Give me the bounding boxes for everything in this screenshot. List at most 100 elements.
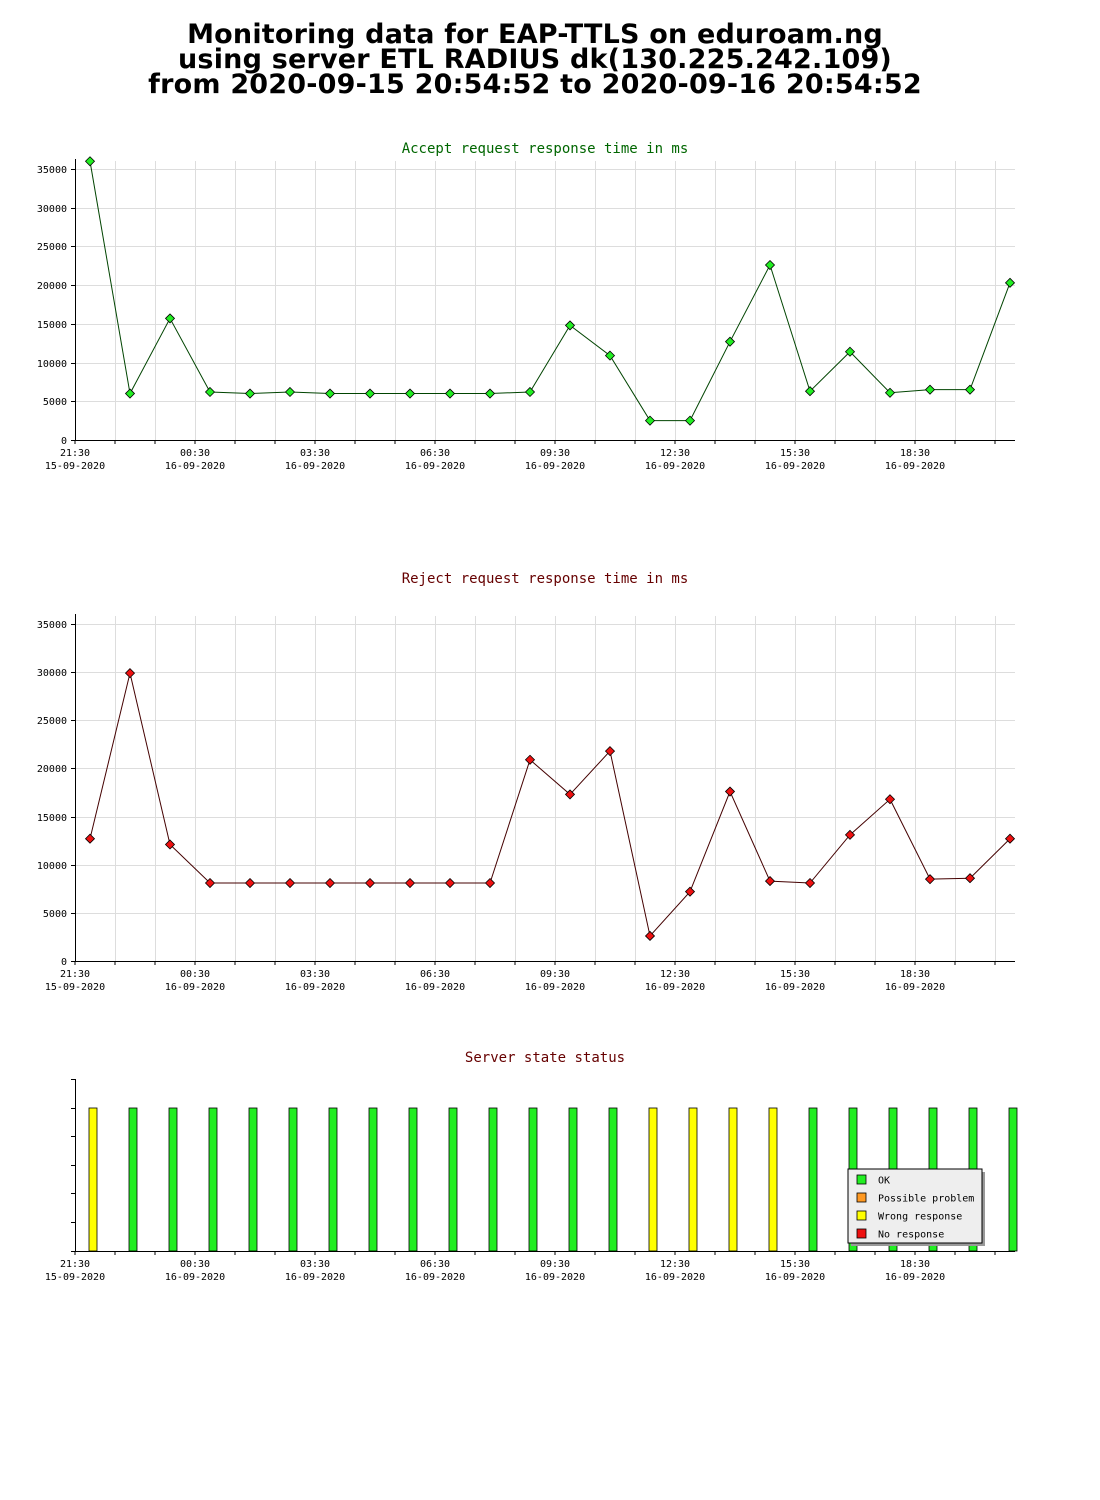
status-bar [488, 1107, 498, 1252]
legend-label: Possible problem [878, 1194, 974, 1205]
status-bar [128, 1107, 138, 1252]
reject-data-point [204, 877, 216, 889]
status-bar [88, 1107, 98, 1252]
status-bar [728, 1107, 738, 1252]
x-tick-date-label: 16-09-2020 [405, 1272, 465, 1283]
x-tick-date-label: 16-09-2020 [765, 982, 825, 993]
y-tick-label: 0 [61, 436, 67, 447]
y-tick-label: 25000 [37, 242, 67, 253]
x-tick-time-label: 00:30 [180, 448, 210, 459]
x-tick-time-label: 09:30 [540, 448, 570, 459]
legend-swatch [856, 1174, 867, 1185]
status-bar [168, 1107, 178, 1252]
x-tick-date-label: 16-09-2020 [405, 982, 465, 993]
y-tick-label: 5000 [43, 397, 67, 408]
x-tick-time-label: 21:30 [60, 1259, 90, 1270]
accept-data-point [364, 388, 376, 399]
y-tick-label: 30000 [37, 204, 67, 215]
reject-data-point [444, 877, 456, 889]
x-tick-time-label: 00:30 [180, 1259, 210, 1270]
legend-label: Wrong response [878, 1212, 962, 1223]
reject-data-point [764, 876, 776, 887]
accept-data-point [404, 388, 416, 399]
reject-data-point [884, 794, 896, 805]
accept-data-point [284, 386, 296, 398]
x-tick-date-label: 16-09-2020 [525, 461, 585, 472]
reject-data-point [364, 877, 376, 889]
reject-data-point [804, 877, 816, 889]
accept-data-point [164, 313, 176, 324]
reject-data-point [564, 789, 576, 800]
x-tick-time-label: 12:30 [660, 969, 690, 980]
accept-data-point [484, 388, 496, 399]
accept-data-point [724, 336, 736, 347]
status-bar [528, 1107, 538, 1252]
legend-swatch [856, 1228, 867, 1239]
reject-data-point [164, 839, 176, 850]
accept-data-point [124, 388, 136, 399]
y-tick-label: 5000 [43, 909, 67, 920]
x-tick-date-label: 16-09-2020 [885, 1272, 945, 1283]
reject-data-point [964, 873, 976, 884]
accept-data-point [1004, 277, 1016, 288]
reject-data-point [244, 877, 256, 889]
x-tick-time-label: 09:30 [540, 1259, 570, 1270]
x-tick-date-label: 16-09-2020 [645, 982, 705, 993]
y-tick-label: 20000 [37, 281, 67, 292]
reject-data-point [724, 786, 736, 797]
accept-data-point [524, 386, 536, 398]
accept-data-point [84, 156, 96, 167]
x-tick-time-label: 06:30 [420, 969, 450, 980]
y-tick-label: 0 [61, 957, 67, 968]
x-tick-date-label: 16-09-2020 [165, 982, 225, 993]
reject-response-chart: 0 5000 10000 15000 20000 25000 30000 35000 21:30… [37, 614, 1016, 993]
legend-swatch [856, 1210, 867, 1221]
reject-series-line [89, 672, 1011, 938]
x-tick-date-label: 15-09-2020 [45, 1272, 105, 1283]
status-bar [608, 1107, 618, 1252]
x-tick-time-label: 06:30 [420, 1259, 450, 1270]
x-tick-time-label: 12:30 [660, 1259, 690, 1270]
x-tick-time-label: 03:30 [300, 969, 330, 980]
reject-data-point [124, 668, 136, 679]
reject-data-point [284, 877, 296, 889]
legend-swatch [856, 1192, 867, 1203]
accept-data-point [884, 387, 896, 398]
x-tick-date-label: 16-09-2020 [525, 1272, 585, 1283]
accept-data-point [244, 388, 256, 399]
x-tick-time-label: 18:30 [900, 1259, 930, 1270]
x-tick-date-label: 16-09-2020 [885, 982, 945, 993]
x-tick-date-label: 16-09-2020 [405, 461, 465, 472]
accept-data-point [964, 384, 976, 395]
reject-data-point [604, 746, 616, 757]
y-tick-label: 25000 [37, 716, 67, 727]
x-tick-time-label: 15:30 [780, 969, 810, 980]
x-tick-time-label: 00:30 [180, 969, 210, 980]
status-bar [408, 1107, 418, 1252]
status-bar [288, 1107, 298, 1252]
status-bar [808, 1107, 818, 1252]
y-tick-label: 10000 [37, 861, 67, 872]
x-tick-date-label: 16-09-2020 [285, 982, 345, 993]
title-line-2: using server ETL RADIUS dk(130.225.242.1… [178, 44, 892, 75]
y-tick-label: 35000 [37, 620, 67, 631]
legend-label: No response [878, 1230, 944, 1241]
reject-data-point [844, 829, 856, 840]
title-line-3: from 2020-09-15 20:54:52 to 2020-09-16 2… [148, 69, 922, 100]
reject-data-point [324, 877, 336, 889]
reject-data-point [1004, 833, 1016, 844]
accept-chart-title: Accept request response time in ms [401, 141, 689, 157]
y-tick-label: 10000 [37, 359, 67, 370]
x-tick-time-label: 21:30 [60, 448, 90, 459]
accept-data-point [564, 320, 576, 331]
title-line-1: Monitoring data for EAP-TTLS on eduroam.… [187, 19, 883, 50]
x-tick-time-label: 21:30 [60, 969, 90, 980]
status-bar [1008, 1107, 1018, 1252]
x-tick-time-label: 03:30 [300, 448, 330, 459]
x-tick-date-label: 16-09-2020 [765, 461, 825, 472]
reject-data-point [644, 930, 656, 942]
x-tick-time-label: 12:30 [660, 448, 690, 459]
x-tick-date-label: 15-09-2020 [45, 982, 105, 993]
x-tick-date-label: 16-09-2020 [765, 1272, 825, 1283]
y-tick-label: 35000 [37, 165, 67, 176]
